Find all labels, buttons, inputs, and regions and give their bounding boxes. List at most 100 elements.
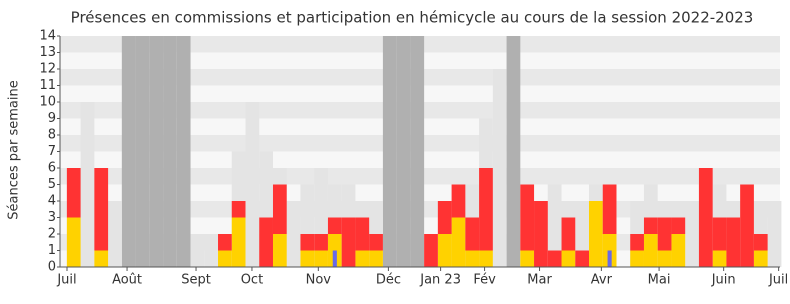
x-tick-label: Mar (527, 273, 552, 288)
bar (410, 36, 425, 267)
bar (726, 217, 741, 267)
bar (534, 201, 548, 267)
y-tick-label: 10 (39, 95, 56, 110)
bar (341, 217, 356, 267)
y-tick-label: 14 (39, 29, 56, 44)
y-tick-label: 13 (39, 45, 56, 60)
bar (465, 250, 480, 267)
bar (698, 168, 713, 267)
bar (575, 250, 590, 267)
y-tick-label: 6 (48, 161, 56, 176)
bar (369, 234, 383, 251)
bar (149, 36, 164, 267)
bar (767, 201, 782, 267)
y-axis-label: Séances par semaine (7, 80, 22, 219)
bar (465, 217, 480, 251)
bar (218, 234, 232, 251)
bar (492, 69, 507, 267)
y-tick-label: 12 (39, 62, 56, 77)
y-tick-label: 8 (48, 128, 56, 143)
y-tick-label: 4 (48, 194, 56, 209)
x-tick-label: Juil (56, 273, 76, 288)
bar (231, 217, 246, 267)
bar (753, 250, 768, 267)
bar (685, 201, 699, 267)
bar (176, 36, 191, 267)
bar (630, 250, 644, 267)
chart-title: Présences en commissions et participatio… (71, 9, 754, 27)
bar (451, 184, 466, 218)
x-tick-label: Juil (768, 273, 788, 288)
y-tick-label: 1 (48, 243, 56, 258)
y-tick-label: 9 (48, 111, 56, 126)
bar (286, 201, 301, 267)
bar (231, 201, 246, 218)
bar (589, 201, 603, 267)
bar (94, 168, 109, 251)
bar (355, 250, 370, 267)
bar (602, 184, 617, 234)
bar (607, 250, 612, 267)
bar (121, 36, 136, 267)
bar (355, 217, 370, 251)
bar (314, 234, 328, 251)
bar (630, 234, 644, 251)
bar (190, 234, 205, 267)
bar (520, 250, 535, 267)
y-tick-label: 11 (39, 78, 56, 93)
bar (643, 217, 658, 234)
x-tick-label: Sept (181, 273, 211, 288)
bar (382, 36, 397, 267)
bar (479, 168, 493, 251)
bar (506, 36, 521, 267)
x-tick-label: Oct (241, 273, 263, 288)
y-tick-label: 5 (48, 177, 56, 192)
bar (424, 234, 438, 267)
bar (245, 102, 260, 267)
bar (712, 250, 727, 267)
bar (437, 201, 452, 234)
bar (66, 168, 81, 218)
bar (479, 250, 493, 267)
bar (657, 217, 672, 251)
bar (753, 234, 768, 251)
x-tick-label: Avr (591, 273, 613, 288)
x-tick-label: Déc (376, 273, 401, 288)
bar (671, 234, 686, 267)
bar (94, 250, 109, 267)
y-tick-label: 0 (48, 260, 56, 275)
bar (547, 250, 562, 267)
bar (272, 184, 287, 234)
bar (561, 217, 576, 251)
bar (66, 217, 81, 267)
y-tick-label: 7 (48, 144, 56, 159)
bar (135, 36, 150, 267)
bar (163, 36, 177, 267)
bar (300, 234, 315, 251)
bar (671, 217, 686, 234)
bar (259, 217, 273, 267)
x-tick-label: Fév (473, 273, 496, 288)
bar (437, 234, 452, 267)
y-tick-label: 2 (48, 227, 56, 242)
x-tick-label: Jan 23 (419, 273, 461, 288)
bar (204, 234, 219, 267)
bar (369, 250, 383, 267)
bar (218, 250, 232, 267)
bar (561, 250, 576, 267)
bar (712, 217, 727, 251)
bar (643, 234, 658, 267)
bar (272, 234, 287, 267)
bar (108, 201, 122, 267)
bar (451, 217, 466, 267)
bar (314, 250, 328, 267)
bar (396, 36, 411, 267)
bar (547, 184, 562, 267)
bar (740, 184, 754, 267)
bar (520, 184, 535, 251)
bar (657, 250, 672, 267)
x-tick-label: Août (112, 273, 142, 288)
y-tick-label: 3 (48, 210, 56, 225)
